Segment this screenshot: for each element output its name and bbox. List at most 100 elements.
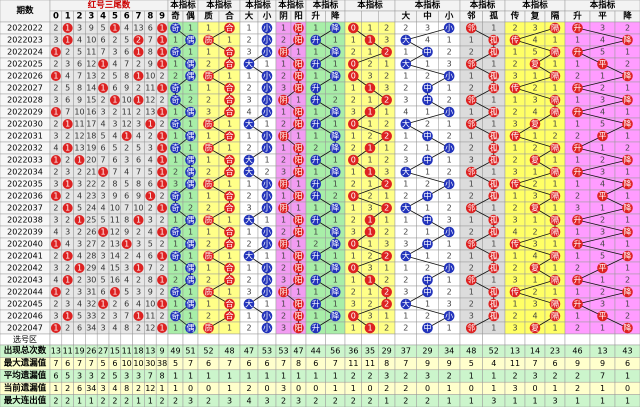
tail-omission: 14 (86, 84, 96, 93)
stat-value: 7 (148, 372, 153, 381)
stat-value: 3 (281, 384, 286, 393)
group-title: 本指标 (313, 0, 339, 11)
indicator-omission: 3 (447, 60, 452, 69)
indicator-hit: 升 (312, 324, 320, 333)
stat-value: 2 (512, 372, 517, 381)
indicator-omission: 1 (173, 36, 178, 45)
tail-omission: 10 (133, 204, 143, 213)
indicator-hit: 平 (599, 192, 607, 201)
tail-omission: 7 (148, 264, 153, 273)
tail-omission: 13 (145, 108, 155, 117)
stat-value: 1 (600, 396, 605, 405)
indicator-omission: 1 (351, 252, 356, 261)
indicator-hit: 奇 (172, 83, 180, 93)
tail-omission: 7 (101, 48, 106, 57)
tail-hit: 1 (136, 312, 141, 321)
tail-omission: 8 (124, 216, 129, 225)
indicator-hit: 1 (367, 228, 372, 237)
stat-value: 1 (227, 372, 232, 381)
indicator-hit: 孤 (490, 179, 498, 189)
indicator-hit: 偶 (187, 179, 195, 189)
indicator-hit: 降 (624, 179, 632, 189)
tail-hit: 1 (65, 180, 70, 189)
indicator-hit: 阳 (295, 300, 303, 309)
indicator-hit: 奇 (172, 95, 180, 105)
stat-value: 2 (124, 396, 129, 405)
tail-omission: 2 (136, 108, 141, 117)
tail-omission: 8 (124, 324, 129, 333)
period: 2022023 (7, 36, 43, 45)
indicator-omission: 1 (552, 264, 557, 273)
indicator-hit: 质 (205, 287, 213, 297)
indicator-omission: 1 (425, 108, 430, 117)
cell (378, 333, 396, 346)
indicator-hit: 小 (263, 240, 271, 249)
indicator-hit: 复 (531, 203, 539, 213)
indicator-hit: 质 (205, 179, 213, 189)
indicator-hit: 隔 (551, 72, 559, 81)
indicator-omission: 2 (246, 144, 251, 153)
indicator-omission: 1 (246, 312, 251, 321)
indicator-hit: 邻 (467, 239, 475, 249)
indicator-hit: 大 (402, 299, 410, 309)
cell (361, 333, 379, 346)
indicator-hit: 阳 (295, 156, 303, 165)
indicator-omission: 1 (625, 264, 630, 273)
indicator-omission: 2 (313, 144, 318, 153)
tail-omission: 11 (74, 120, 84, 129)
stat-value: 2 (575, 384, 580, 393)
stat-value: 53 (262, 347, 272, 356)
indicator-omission: 1 (512, 48, 517, 57)
group-sub-header: 降 (623, 11, 632, 22)
tail-omission: 4 (77, 300, 82, 309)
indicator-omission: 1 (173, 324, 178, 333)
indicator-hit: 大 (402, 251, 410, 261)
indicator-hit: 2 (384, 132, 389, 141)
tail-omission: 7 (77, 72, 82, 81)
indicator-omission: 2 (281, 72, 286, 81)
indicator-omission: 1 (351, 168, 356, 177)
indicator-hit: 升 (312, 120, 320, 129)
period: 2022046 (7, 312, 43, 321)
stat-value: 2 (403, 384, 408, 393)
tail-omission: 12 (145, 324, 155, 333)
indicator-omission: 2 (206, 312, 211, 321)
indicator-hit: 孤 (490, 143, 498, 153)
stat-value: 1 (447, 396, 452, 405)
indicator-omission: 1 (313, 48, 318, 57)
indicator-omission: 2 (532, 144, 537, 153)
stat-value: 6 (65, 359, 70, 368)
stat-value: 3 (77, 372, 82, 381)
cell (524, 333, 546, 346)
tail-omission: 4 (148, 156, 153, 165)
indicator-hit: 2 (384, 204, 389, 213)
indicator-omission: 2 (552, 132, 557, 141)
indicator-hit: 大 (402, 59, 410, 69)
indicator-hit: 偶 (187, 59, 195, 69)
indicator-hit: 2 (384, 300, 389, 309)
indicator-hit: 0 (351, 192, 356, 201)
indicator-hit: 降 (624, 287, 632, 297)
stat-value: 1 (512, 396, 517, 405)
indicator-omission: 2 (469, 48, 474, 57)
header-digit: 6 (124, 12, 130, 22)
indicator-hit: 合 (226, 59, 234, 69)
indicator-hit: 阳 (295, 84, 303, 93)
period: 2022044 (7, 288, 43, 297)
stat-value: 0 (532, 384, 537, 393)
indicator-omission: 1 (469, 132, 474, 141)
stat-label: 最大连出值 (4, 395, 47, 406)
tail-omission: 2 (65, 288, 70, 297)
tail-omission: 9 (89, 24, 94, 33)
stat-value: 47 (244, 347, 254, 356)
indicator-omission: 1 (469, 108, 474, 117)
stat-value: 7 (188, 359, 193, 368)
stat-value: 3 (532, 372, 537, 381)
tail-omission: 5 (112, 144, 117, 153)
indicator-omission: 4 (403, 108, 408, 117)
indicator-omission: 1 (264, 252, 269, 261)
stat-value: 1 (491, 372, 496, 381)
tail-omission: 4 (77, 192, 82, 201)
tail-omission: 2 (160, 120, 165, 129)
